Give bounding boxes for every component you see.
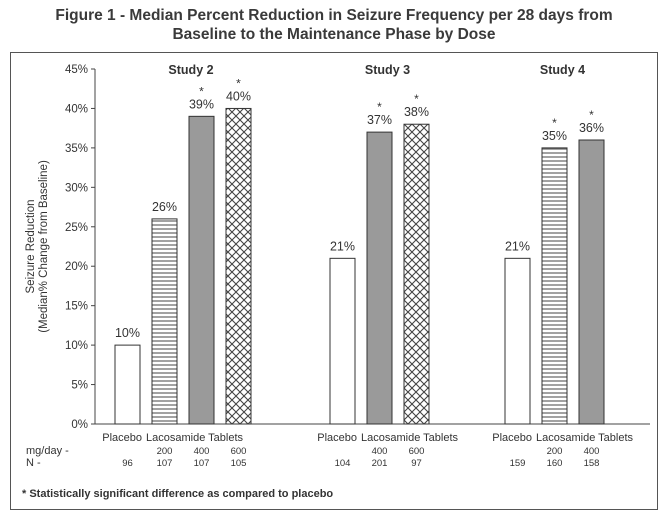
bar-value-label: 37% (367, 113, 392, 127)
group-title: Study 4 (540, 63, 585, 77)
n-value: 160 (547, 458, 563, 469)
bar (504, 257, 531, 425)
significance-marker: * (552, 116, 557, 130)
chart-title: Figure 1 - Median Percent Reduction in S… (0, 6, 668, 44)
bar (225, 107, 252, 425)
y-tick-label: 5% (71, 380, 88, 392)
bar-value-label: 35% (542, 129, 567, 143)
dose-value: 600 (409, 446, 425, 457)
n-value: 97 (411, 458, 422, 469)
bar (151, 218, 178, 425)
bar-value-label: 40% (226, 89, 251, 103)
group-title: Study 3 (365, 63, 410, 77)
group-title: Study 2 (168, 63, 213, 77)
drug-label: Lacosamide Tablets (361, 432, 459, 444)
bar-value-label: 21% (330, 239, 355, 253)
n-value: 96 (122, 458, 133, 469)
dose-value: 400 (194, 446, 210, 457)
bar (114, 344, 141, 425)
chart-title-line-1: Figure 1 - Median Percent Reduction in S… (55, 7, 613, 24)
y-tick-label: 0% (71, 419, 88, 431)
dose-value: 400 (584, 446, 600, 457)
significance-marker: * (199, 84, 204, 98)
y-tick-label: 35% (65, 143, 88, 155)
n-value: 107 (194, 458, 210, 469)
bar-value-label: 39% (189, 97, 214, 111)
n-row-label: N - (26, 457, 41, 469)
bar-value-label: 26% (152, 200, 177, 214)
bar-value-label: 36% (579, 121, 604, 135)
bar-value-label: 10% (115, 326, 140, 340)
dose-value: 200 (157, 446, 173, 457)
dose-value: 600 (231, 446, 247, 457)
drug-label: Lacosamide Tablets (536, 432, 634, 444)
significance-marker: * (414, 92, 419, 106)
placebo-label: Placebo (317, 432, 357, 444)
y-axis-title-line-2: (Median% Change from Baseline) (38, 160, 50, 333)
significance-marker: * (377, 100, 382, 114)
y-axis-title-line-1: Seizure Reduction (25, 200, 37, 294)
significance-marker: * (236, 76, 241, 90)
placebo-label: Placebo (102, 432, 142, 444)
placebo-label: Placebo (492, 432, 532, 444)
y-tick-label: 30% (65, 182, 88, 194)
y-tick-label: 25% (65, 222, 88, 234)
bar-value-label: 38% (404, 105, 429, 119)
n-value: 104 (335, 458, 351, 469)
y-tick-label: 45% (65, 64, 88, 76)
bar (188, 115, 215, 425)
bar (578, 139, 605, 425)
bar (366, 131, 393, 425)
dose-row-label: mg/day - (26, 445, 69, 457)
n-value: 107 (157, 458, 173, 469)
chart-frame (10, 52, 658, 510)
bar (541, 147, 568, 425)
n-value: 159 (510, 458, 526, 469)
chart-title-line-2: Baseline to the Maintenance Phase by Dos… (172, 26, 496, 43)
dose-value: 400 (372, 446, 388, 457)
n-value: 105 (231, 458, 247, 469)
dose-value: 200 (547, 446, 563, 457)
y-tick-label: 10% (65, 340, 88, 352)
y-tick-label: 40% (65, 103, 88, 115)
bar (403, 123, 430, 425)
footnote: * Statistically significant difference a… (22, 488, 334, 500)
y-tick-label: 15% (65, 301, 88, 313)
n-value: 201 (372, 458, 388, 469)
bar (329, 257, 356, 425)
bar-value-label: 21% (505, 239, 530, 253)
n-value: 158 (584, 458, 600, 469)
significance-marker: * (589, 108, 594, 122)
drug-label: Lacosamide Tablets (146, 432, 244, 444)
y-tick-label: 20% (65, 261, 88, 273)
